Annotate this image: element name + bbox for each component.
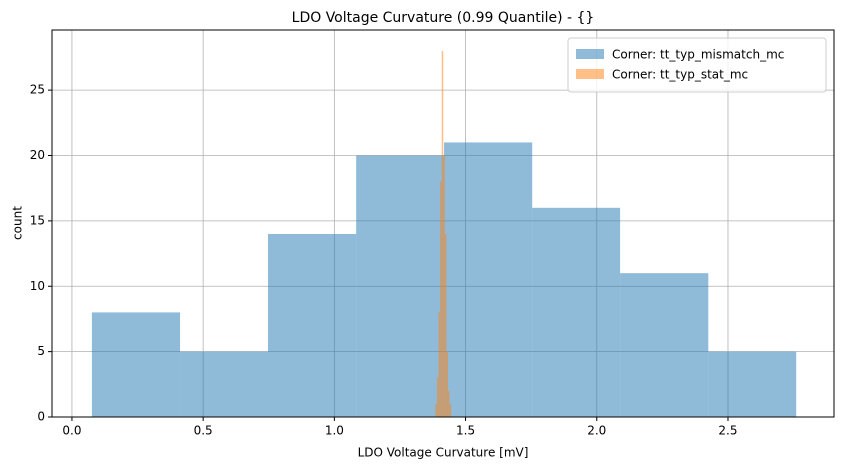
x-tick-label: 1.5 bbox=[456, 424, 475, 438]
x-tick-label: 2.0 bbox=[587, 424, 606, 438]
histogram-bar bbox=[441, 50, 444, 418]
histogram-bar bbox=[180, 351, 268, 417]
x-tick-label: 2.5 bbox=[718, 424, 737, 438]
histogram-bar bbox=[443, 155, 445, 417]
y-tick-label: 10 bbox=[30, 279, 45, 293]
histogram-bar bbox=[438, 312, 441, 417]
chart-title: LDO Voltage Curvature (0.99 Quantile) - … bbox=[292, 10, 595, 26]
y-tick-label: 15 bbox=[30, 213, 45, 227]
histogram-bar bbox=[447, 390, 450, 417]
legend-label: Corner: tt_typ_mismatch_mc bbox=[612, 48, 784, 62]
y-axis-label: count bbox=[11, 206, 25, 240]
histogram-bar bbox=[446, 351, 448, 417]
y-tick-label: 25 bbox=[30, 83, 45, 97]
x-axis-label: LDO Voltage Curvature [mV] bbox=[358, 446, 529, 460]
histogram-bar bbox=[444, 233, 447, 417]
plot-frame bbox=[51, 29, 835, 418]
histogram-bar bbox=[532, 207, 621, 417]
legend-box bbox=[567, 37, 827, 93]
histogram-bar bbox=[440, 181, 442, 417]
histogram-bar bbox=[620, 273, 709, 417]
histogram-bar bbox=[356, 155, 445, 417]
histogram-bar bbox=[449, 403, 452, 417]
legend-swatch bbox=[576, 69, 604, 79]
legend-swatch bbox=[576, 49, 604, 59]
histogram-bar bbox=[91, 312, 181, 417]
y-tick-label: 5 bbox=[37, 344, 45, 358]
histogram-bar bbox=[435, 403, 437, 417]
histogram-bar bbox=[436, 377, 439, 417]
histogram-bar bbox=[444, 142, 533, 417]
x-tick-label: 0.0 bbox=[62, 424, 81, 438]
x-tick-label: 1.0 bbox=[325, 424, 344, 438]
legend-label: Corner: tt_typ_stat_mc bbox=[612, 68, 748, 82]
y-tick-label: 0 bbox=[37, 410, 45, 424]
histogram-bar bbox=[708, 351, 797, 417]
x-tick-label: 0.5 bbox=[194, 424, 213, 438]
histogram-bar bbox=[267, 233, 357, 417]
y-tick-label: 20 bbox=[30, 148, 45, 162]
